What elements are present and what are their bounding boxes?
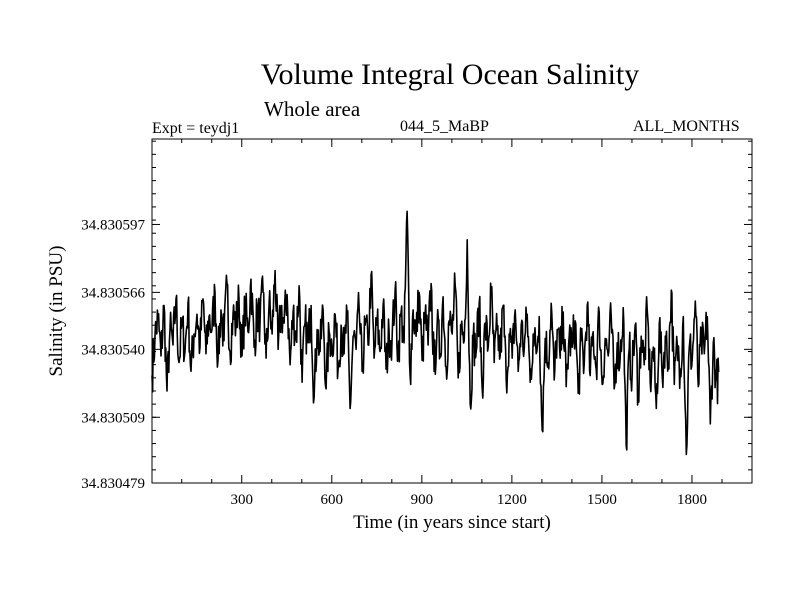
x-axis: 300 600 900 1200 1500 1800: [181, 139, 723, 508]
x-axis-label: Time (in years since start): [353, 512, 551, 533]
y-axis: 34.830479 34.830509 34.830540 34.830566 34.8…: [81, 140, 752, 492]
months-label: ALL_MONTHS: [633, 118, 740, 135]
x-tick-label: 600: [321, 492, 344, 508]
chart-subtitle: Whole area: [264, 97, 361, 121]
x-tick-label: 900: [411, 492, 434, 508]
x-tick-label: 1800: [677, 492, 707, 508]
y-tick-label: 34.830566: [81, 285, 145, 301]
salinity-series-line: [151, 210, 720, 456]
y-tick-label: 34.830597: [81, 217, 145, 233]
x-tick-label: 300: [230, 492, 253, 508]
y-tick-label: 34.830479: [81, 476, 145, 492]
x-tick-label: 1500: [587, 492, 617, 508]
chart-title: Volume Integral Ocean Salinity: [260, 58, 640, 91]
y-axis-label: Salinity (in PSU): [46, 246, 67, 377]
x-tick-label: 1200: [497, 492, 527, 508]
run-label: 044_5_MaBP: [400, 118, 489, 135]
experiment-label: Expt = teydj1: [152, 120, 240, 137]
plot-frame: [151, 138, 753, 484]
y-tick-label: 34.830509: [81, 410, 145, 426]
y-tick-label: 34.830540: [81, 342, 145, 358]
